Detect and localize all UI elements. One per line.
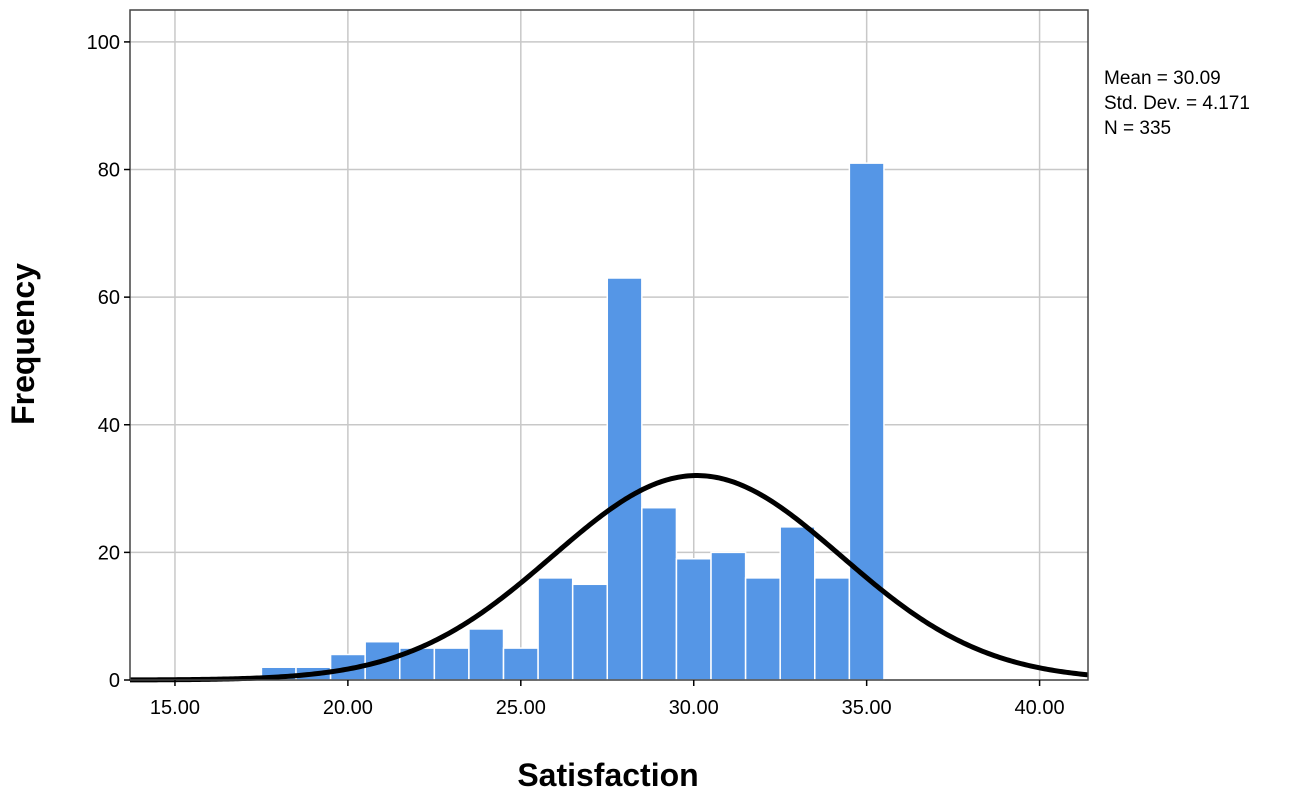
bar-13 <box>710 551 747 681</box>
bar-17 <box>848 162 885 681</box>
y-axis-title: Frequency <box>5 263 41 425</box>
bar-14 <box>744 577 781 681</box>
x-tick-label-1: 20.00 <box>323 697 373 719</box>
x-axis-ticks: 15.00 20.00 25.00 30.00 35.00 40.00 <box>150 680 1065 719</box>
bar-12 <box>675 558 712 681</box>
y-tick-label-0: 0 <box>109 670 120 692</box>
y-tick-label-2: 40 <box>98 415 120 437</box>
bar-15 <box>779 526 816 681</box>
y-tick-label-1: 20 <box>98 542 120 564</box>
x-tick-label-5: 40.00 <box>1015 697 1065 719</box>
stats-n: N = 335 <box>1104 118 1171 139</box>
bar-16 <box>814 577 851 681</box>
bar-11 <box>641 506 678 681</box>
x-tick-label-3: 30.00 <box>669 697 719 719</box>
stats-box: Mean = 30.09 Std. Dev. = 4.171 N = 335 <box>1104 68 1250 139</box>
bar-10 <box>606 277 643 681</box>
bar-7 <box>502 647 539 681</box>
y-axis-ticks: 0 20 40 60 80 100 <box>87 32 130 692</box>
y-tick-label-3: 60 <box>98 287 120 309</box>
histogram-bars <box>260 162 885 681</box>
x-tick-label-4: 35.00 <box>842 697 892 719</box>
bar-5 <box>433 647 470 681</box>
bar-6 <box>468 628 505 681</box>
stats-std-dev: Std. Dev. = 4.171 <box>1104 93 1250 114</box>
x-axis-title: Satisfaction <box>517 757 698 793</box>
x-tick-label-0: 15.00 <box>150 697 200 719</box>
x-tick-label-2: 25.00 <box>496 697 546 719</box>
bar-9 <box>571 583 609 681</box>
plot-frame <box>129 9 1089 681</box>
stats-mean: Mean = 30.09 <box>1104 68 1221 89</box>
y-tick-label-5: 100 <box>87 32 120 54</box>
normal-curve <box>129 473 1089 683</box>
bar-8 <box>537 577 574 681</box>
y-tick-label-4: 80 <box>98 160 120 182</box>
